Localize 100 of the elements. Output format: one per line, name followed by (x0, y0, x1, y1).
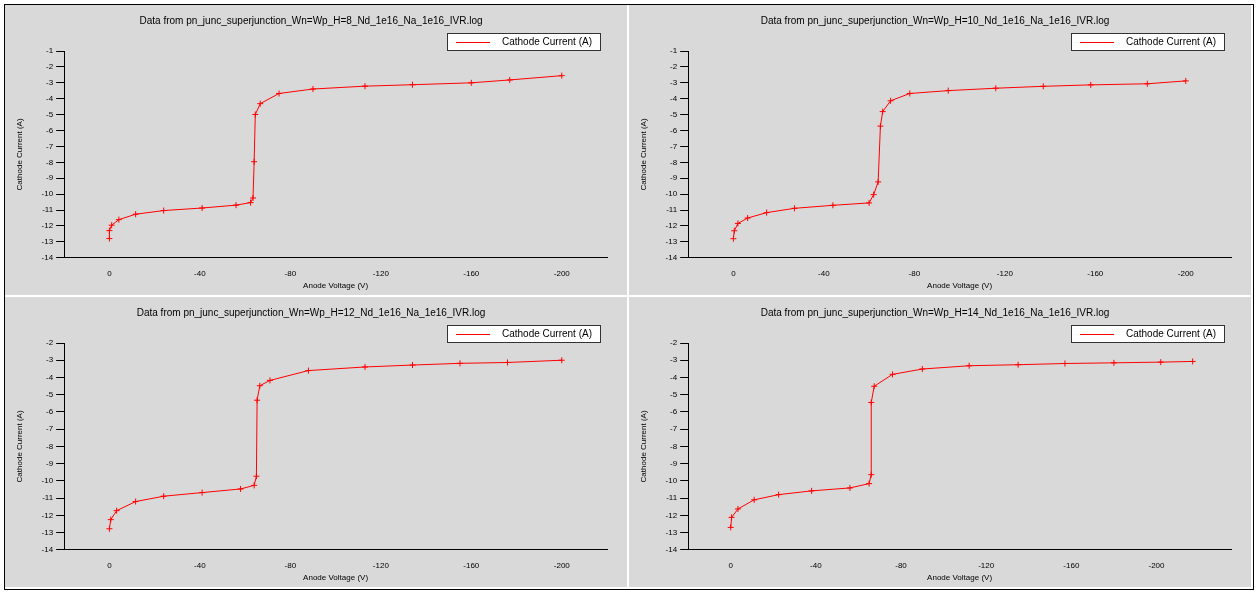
point (506, 76, 514, 84)
y-tick-label: -12 (41, 221, 54, 231)
y-tick-label: -13 (41, 237, 54, 247)
point (250, 481, 258, 489)
y-tick-label: -10 (665, 189, 678, 199)
point (361, 82, 369, 90)
y-tick-label: -5 (670, 389, 678, 399)
point (1014, 361, 1022, 369)
x-tick-label: -40 (194, 560, 207, 570)
point (889, 370, 897, 378)
y-tick-label: -7 (670, 141, 678, 151)
chart-title: Data from pn_junc_superjunction_Wn=Wp_H=14_Nd_1e16_Na_1e16_IVR.log (760, 306, 1110, 318)
y-axis-title: Cathode Current (A) (15, 118, 24, 191)
legend-label: Cathode Current (A) (501, 35, 592, 49)
y-tick-label: -7 (670, 424, 678, 434)
point (275, 89, 283, 97)
point (309, 85, 317, 93)
x-tick-label: -160 (1087, 268, 1104, 278)
y-tick-label: -11 (666, 205, 678, 215)
point (361, 363, 369, 371)
point (252, 472, 260, 480)
y-tick-label: -2 (46, 62, 54, 72)
point (105, 227, 113, 235)
point (113, 507, 121, 515)
y-tick-label: -3 (46, 355, 54, 365)
x-tick-label: -80 (284, 560, 297, 570)
point (408, 361, 416, 369)
y-tick-label: -11 (666, 493, 678, 503)
y-tick-label: -3 (46, 78, 54, 88)
point (734, 505, 742, 513)
point (249, 194, 257, 202)
y-tick-label: -5 (670, 109, 678, 119)
y-tick-label: -9 (46, 458, 54, 468)
y-tick-label: -14 (665, 545, 678, 554)
point (879, 108, 887, 116)
y-tick-label: -6 (46, 125, 54, 135)
point (808, 487, 816, 495)
x-tick-label: -80 (284, 268, 297, 278)
point (1087, 81, 1095, 89)
x-tick-label: 0 (107, 268, 113, 278)
point (256, 382, 264, 390)
point (870, 382, 878, 390)
y-tick-label: -6 (670, 407, 678, 417)
point (790, 204, 798, 212)
y-axis-title: Cathode Current (A) (639, 118, 648, 191)
x-tick-label: -160 (463, 268, 480, 278)
y-tick-label: -3 (670, 355, 678, 365)
point (1061, 360, 1069, 368)
x-tick-label: -160 (1063, 560, 1080, 570)
x-axis-title: Anode Voltage (V) (303, 281, 369, 291)
point (1143, 80, 1151, 88)
x-tick-label: 0 (728, 560, 734, 570)
y-tick-label: -9 (670, 458, 678, 468)
y-tick-label: -2 (670, 62, 678, 72)
x-axis-title: Anode Voltage (V) (303, 573, 369, 583)
chart-title: Data from pn_junc_superjunction_Wn=Wp_H=10_Nd_1e16_Na_1e16_IVR.log (760, 14, 1110, 26)
point (874, 178, 882, 186)
point (1110, 359, 1118, 367)
point (867, 471, 875, 479)
point (865, 480, 873, 488)
y-tick-label: -1 (46, 46, 54, 56)
y-tick-label: -6 (46, 407, 54, 417)
point (250, 158, 258, 166)
point (887, 97, 895, 105)
point (744, 214, 752, 222)
y-tick-label: -8 (46, 157, 54, 167)
y-tick-label: -4 (46, 372, 54, 382)
point (876, 122, 884, 130)
y-tick-label: -11 (42, 205, 54, 215)
chart-title: Data from pn_junc_superjunction_Wn=Wp_H=8_Nd_1e16_Na_1e16_IVR.log (139, 14, 483, 26)
y-tick-label: -1 (670, 46, 678, 56)
legend-label: Cathode Current (A) (1125, 35, 1216, 49)
point (775, 491, 783, 499)
point (304, 367, 312, 375)
chart-title: Data from pn_junc_superjunction_Wn=Wp_H=12_Nd_1e16_Na_1e16_IVR.log (136, 306, 486, 318)
y-tick-label: -11 (42, 493, 54, 503)
point (132, 498, 140, 506)
y-tick-label: -14 (41, 545, 54, 554)
point (232, 201, 240, 209)
y-axis-title: Cathode Current (A) (15, 410, 24, 483)
legend-label: Cathode Current (A) (1125, 327, 1216, 341)
x-tick-label: -120 (996, 268, 1014, 278)
x-tick-label: -200 (1148, 560, 1166, 570)
point (846, 484, 854, 492)
point (256, 100, 264, 108)
y-tick-label: -13 (665, 527, 678, 537)
point (467, 79, 475, 87)
y-tick-label: -4 (670, 372, 678, 382)
point (918, 365, 926, 373)
y-tick-label: -12 (665, 221, 678, 231)
y-tick-label: -2 (46, 338, 54, 348)
point (266, 376, 274, 384)
y-tick-label: -8 (46, 441, 54, 451)
point (253, 396, 261, 404)
point (870, 191, 878, 199)
x-tick-label: -120 (372, 560, 390, 570)
point (728, 513, 736, 521)
x-tick-label: -160 (463, 560, 480, 570)
point (1039, 82, 1047, 90)
point (906, 89, 914, 97)
